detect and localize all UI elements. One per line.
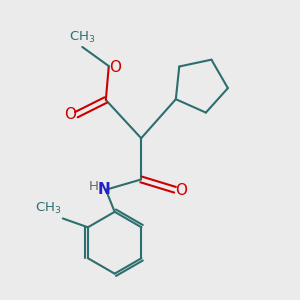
Text: N: N bbox=[98, 182, 111, 197]
Text: H: H bbox=[88, 180, 98, 193]
Text: CH$_3$: CH$_3$ bbox=[35, 201, 62, 216]
Text: O: O bbox=[64, 107, 76, 122]
Text: O: O bbox=[176, 183, 188, 198]
Text: CH$_3$: CH$_3$ bbox=[69, 30, 95, 46]
Text: O: O bbox=[109, 60, 121, 75]
